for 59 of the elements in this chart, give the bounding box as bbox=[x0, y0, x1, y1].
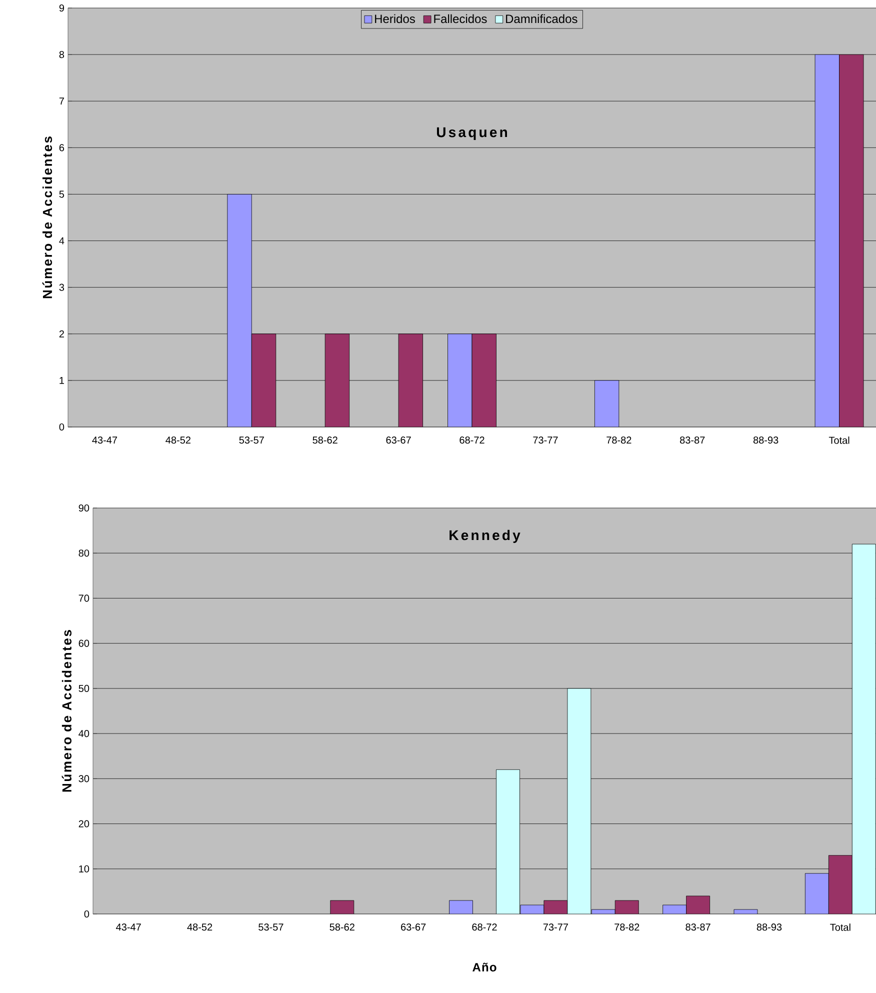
x-tick-label: 53-57 bbox=[258, 924, 284, 931]
text: Usaquen bbox=[436, 127, 507, 140]
legend-label: Fallecidos bbox=[434, 14, 487, 24]
x-tick-label: 88-93 bbox=[753, 436, 778, 444]
y-tick-label: 80 bbox=[78, 550, 90, 557]
y-tick-label: 7 bbox=[59, 98, 64, 105]
y-tick-label: 6 bbox=[59, 144, 64, 152]
x-tick-label: Total bbox=[828, 436, 850, 444]
y-tick-label: 50 bbox=[78, 684, 90, 692]
y-tick-label: 40 bbox=[78, 730, 90, 738]
bar bbox=[567, 688, 592, 914]
y-tick-label: 0 bbox=[59, 423, 64, 431]
y-axis-title: Número de Accidentes bbox=[62, 630, 72, 792]
x-tick-label: 78-82 bbox=[614, 924, 640, 931]
x-tick-label: 58-62 bbox=[312, 436, 338, 444]
x-tick-label: 73-77 bbox=[533, 436, 558, 444]
legend-label: Damnificados bbox=[506, 14, 578, 24]
y-tick-label: 4 bbox=[59, 237, 64, 244]
x-tick-label: 63-67 bbox=[401, 924, 426, 931]
y-tick-label: 70 bbox=[78, 594, 90, 602]
x-tick-label: 58-62 bbox=[330, 924, 354, 931]
y-tick-label: 1 bbox=[60, 376, 64, 384]
x-tick-label: 48-52 bbox=[166, 436, 190, 444]
y-tick-label: 60 bbox=[78, 640, 90, 647]
y-tick-label: 2 bbox=[59, 330, 64, 338]
bar bbox=[496, 769, 520, 914]
x-tick-label: 73-77 bbox=[543, 924, 568, 931]
bar bbox=[330, 900, 354, 914]
y-tick-label: 10 bbox=[79, 865, 90, 872]
x-tick-label: 48-52 bbox=[187, 924, 212, 931]
x-tick-label: 83-87 bbox=[686, 924, 710, 931]
bar bbox=[615, 900, 639, 914]
bar bbox=[852, 544, 876, 914]
text: Kennedy bbox=[450, 530, 520, 543]
x-tick-label: 78-82 bbox=[606, 436, 632, 444]
x-tick-label: 53-57 bbox=[239, 436, 264, 444]
x-tick-label: 43-47 bbox=[92, 436, 118, 444]
x-axis-title: Año bbox=[472, 962, 496, 972]
y-tick-label: 30 bbox=[78, 775, 90, 782]
y-tick-label: 0 bbox=[84, 910, 90, 918]
bar bbox=[449, 900, 473, 914]
y-tick-label: 90 bbox=[78, 504, 90, 512]
x-tick-label: 88-93 bbox=[756, 924, 782, 931]
x-tick-label: Total bbox=[830, 924, 850, 931]
y-axis-title: Número de Accidentes bbox=[42, 136, 52, 298]
legend-label: Heridos bbox=[375, 14, 415, 24]
y-tick-label: 3 bbox=[59, 284, 64, 291]
x-tick-label: 68-72 bbox=[472, 924, 497, 931]
x-tick-label: 43-47 bbox=[116, 924, 141, 931]
x-tick-label: 63-67 bbox=[386, 436, 411, 444]
bar bbox=[828, 855, 852, 914]
bar bbox=[804, 873, 829, 914]
bar bbox=[686, 896, 710, 914]
y-tick-label: 9 bbox=[59, 4, 64, 12]
y-tick-label: 20 bbox=[78, 820, 90, 828]
x-tick-label: 68-72 bbox=[460, 436, 484, 444]
y-tick-label: 8 bbox=[59, 51, 64, 58]
x-tick-label: 83-87 bbox=[680, 436, 705, 444]
y-tick-label: 5 bbox=[59, 190, 64, 198]
